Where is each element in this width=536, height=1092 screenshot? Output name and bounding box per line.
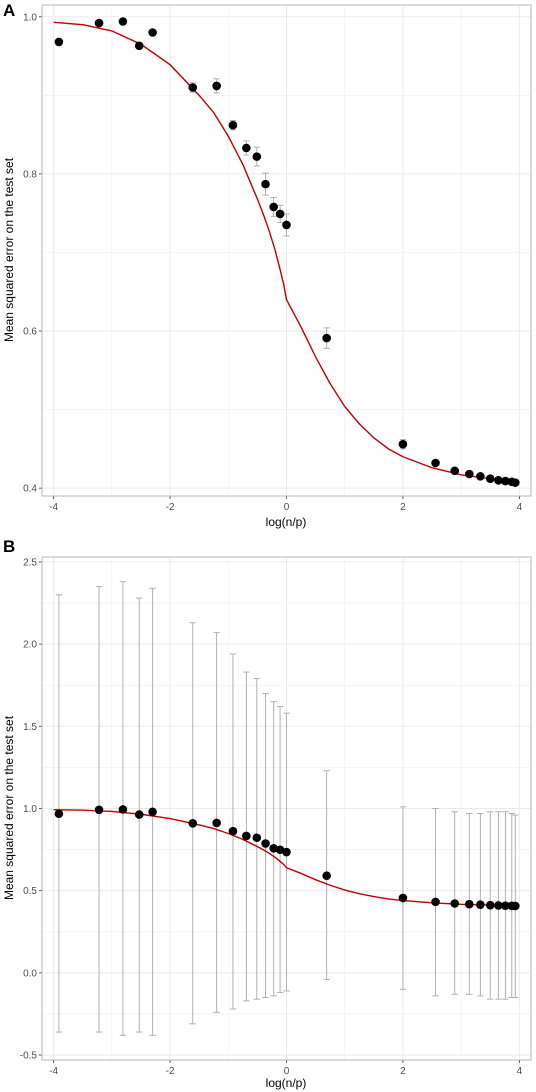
panel-b-y-tick-label: 2.0 xyxy=(23,640,37,651)
panel-b-y-ticks: -0.5 0.0 0.5 1.0 1.5 2.0 2.5 xyxy=(20,557,42,1062)
panel-b-grid xyxy=(42,557,531,1060)
panel-a-grid xyxy=(42,5,531,496)
panel-a-y-ticks: 0.4 0.6 0.8 1.0 xyxy=(23,12,42,495)
panel-b-x-tick-label: -2 xyxy=(166,1066,175,1077)
panel-a-data-point xyxy=(269,202,278,212)
panel-b-data-point xyxy=(464,899,474,909)
panel-a-data-point xyxy=(188,83,198,92)
panel-b-y-tick-label: 0.5 xyxy=(23,886,37,897)
panel-a-y-tick-label: 1.0 xyxy=(23,12,37,23)
panel-a-data-point xyxy=(398,439,408,449)
panel-b-y-tick-label: -0.5 xyxy=(20,1051,38,1062)
panel-a-data-point xyxy=(494,475,503,485)
panel-b-y-tick-label: 1.0 xyxy=(23,804,37,815)
panel-b-x-axis-title: log(n/p) xyxy=(266,1076,307,1090)
panel-a-data-point xyxy=(501,476,510,486)
panel-b-data-point xyxy=(450,899,460,908)
panel-a-data-point xyxy=(252,152,262,161)
panel-b-y-tick-label: 0.0 xyxy=(23,968,37,979)
panel-a-data-point xyxy=(282,220,291,230)
panel-b-data-point xyxy=(510,901,520,911)
panel-a-data-point xyxy=(261,179,270,189)
panel-b-y-tick-label: 1.5 xyxy=(23,722,37,733)
panel-a-data-point xyxy=(485,474,495,484)
panel-b-points xyxy=(54,805,520,911)
panel-a-data-point xyxy=(148,28,157,37)
panel-b-x-tick-label: -4 xyxy=(49,1066,58,1077)
panel-a-y-axis-title: Mean squared error on the test set xyxy=(2,157,16,342)
panel-b-data-point xyxy=(134,810,144,819)
panel-a-data-point xyxy=(510,478,520,487)
panel-a-x-tick-label: 0 xyxy=(284,502,290,513)
panel-a-frame xyxy=(41,4,532,497)
panel-a-x-tick-label: -2 xyxy=(166,502,175,513)
panel-a-data-point xyxy=(118,17,128,26)
panel-b-data-point xyxy=(476,900,485,909)
panel-a-data-point xyxy=(54,37,64,47)
panel-a-y-tick-label: 0.6 xyxy=(23,327,37,338)
panel-a-x-ticks: -4 -2 0 2 4 xyxy=(49,496,523,513)
panel-b-data-point xyxy=(431,897,440,907)
panel-a-data-point xyxy=(242,143,251,153)
panel-a-data-point xyxy=(450,466,460,476)
panel-b-data-point xyxy=(228,826,238,836)
panel-a-data-point xyxy=(212,81,221,91)
panel-b-x-ticks: -4 -2 0 2 4 xyxy=(49,1060,523,1077)
panel-a-x-tick-label: 2 xyxy=(400,502,406,513)
panel-a-data-point xyxy=(94,18,104,28)
panel-a-data-point xyxy=(464,469,474,479)
panel-b: B -0.5 0.0 0.5 1.0 1.5 2.0 2.5 -4 -2 0 2 4 log(n/p… xyxy=(2,537,532,1090)
panel-b-x-tick-label: 2 xyxy=(400,1066,406,1077)
panel-b-x-tick-label: 0 xyxy=(284,1066,290,1077)
panel-b-x-tick-label: 4 xyxy=(517,1066,523,1077)
panel-b-frame xyxy=(41,556,532,1061)
panel-b-data-point xyxy=(242,831,251,841)
panel-a-data-point xyxy=(134,41,144,51)
panel-b-data-point xyxy=(94,805,104,815)
panel-a-points xyxy=(54,17,520,487)
panel-b-data-point xyxy=(322,871,331,881)
panel-b-data-point xyxy=(188,818,198,828)
panel-a-x-tick-label: -4 xyxy=(49,502,58,513)
panel-b-data-point xyxy=(282,847,291,857)
panel-a-y-tick-label: 0.4 xyxy=(23,484,37,495)
panel-a-data-point xyxy=(275,209,285,219)
panel-b-data-point xyxy=(54,809,64,819)
panel-b-y-tick-label: 2.5 xyxy=(23,557,37,568)
panel-b-data-point xyxy=(118,805,128,814)
panel-a-x-axis-title: log(n/p) xyxy=(266,515,307,529)
panel-b-data-point xyxy=(494,901,503,910)
panel-b-data-point xyxy=(485,900,495,910)
panel-a-data-point xyxy=(431,458,440,468)
panel-a-data-point xyxy=(228,120,238,130)
panel-b-data-point xyxy=(398,893,408,903)
panel-a-data-point xyxy=(476,472,485,481)
panel-b-letter: B xyxy=(3,537,15,556)
panel-a-letter: A xyxy=(3,1,15,20)
panel-b-y-axis-title: Mean squared error on the test set xyxy=(2,715,16,900)
panel-b-data-point xyxy=(261,839,270,848)
panel-a-data-point xyxy=(322,333,331,343)
panel-b-data-point xyxy=(501,901,510,910)
panel-a-y-tick-label: 0.8 xyxy=(23,169,37,180)
panel-b-data-point xyxy=(252,833,262,843)
panel-a-x-tick-label: 4 xyxy=(517,502,523,513)
panel-b-data-point xyxy=(148,807,157,817)
panel-b-data-point xyxy=(212,818,221,828)
panel-a: A 0.4 0.6 0.8 1.0 -4 -2 0 2 4 log(n/p) Mean squ… xyxy=(2,1,532,529)
panel-b-data-point xyxy=(269,843,278,853)
